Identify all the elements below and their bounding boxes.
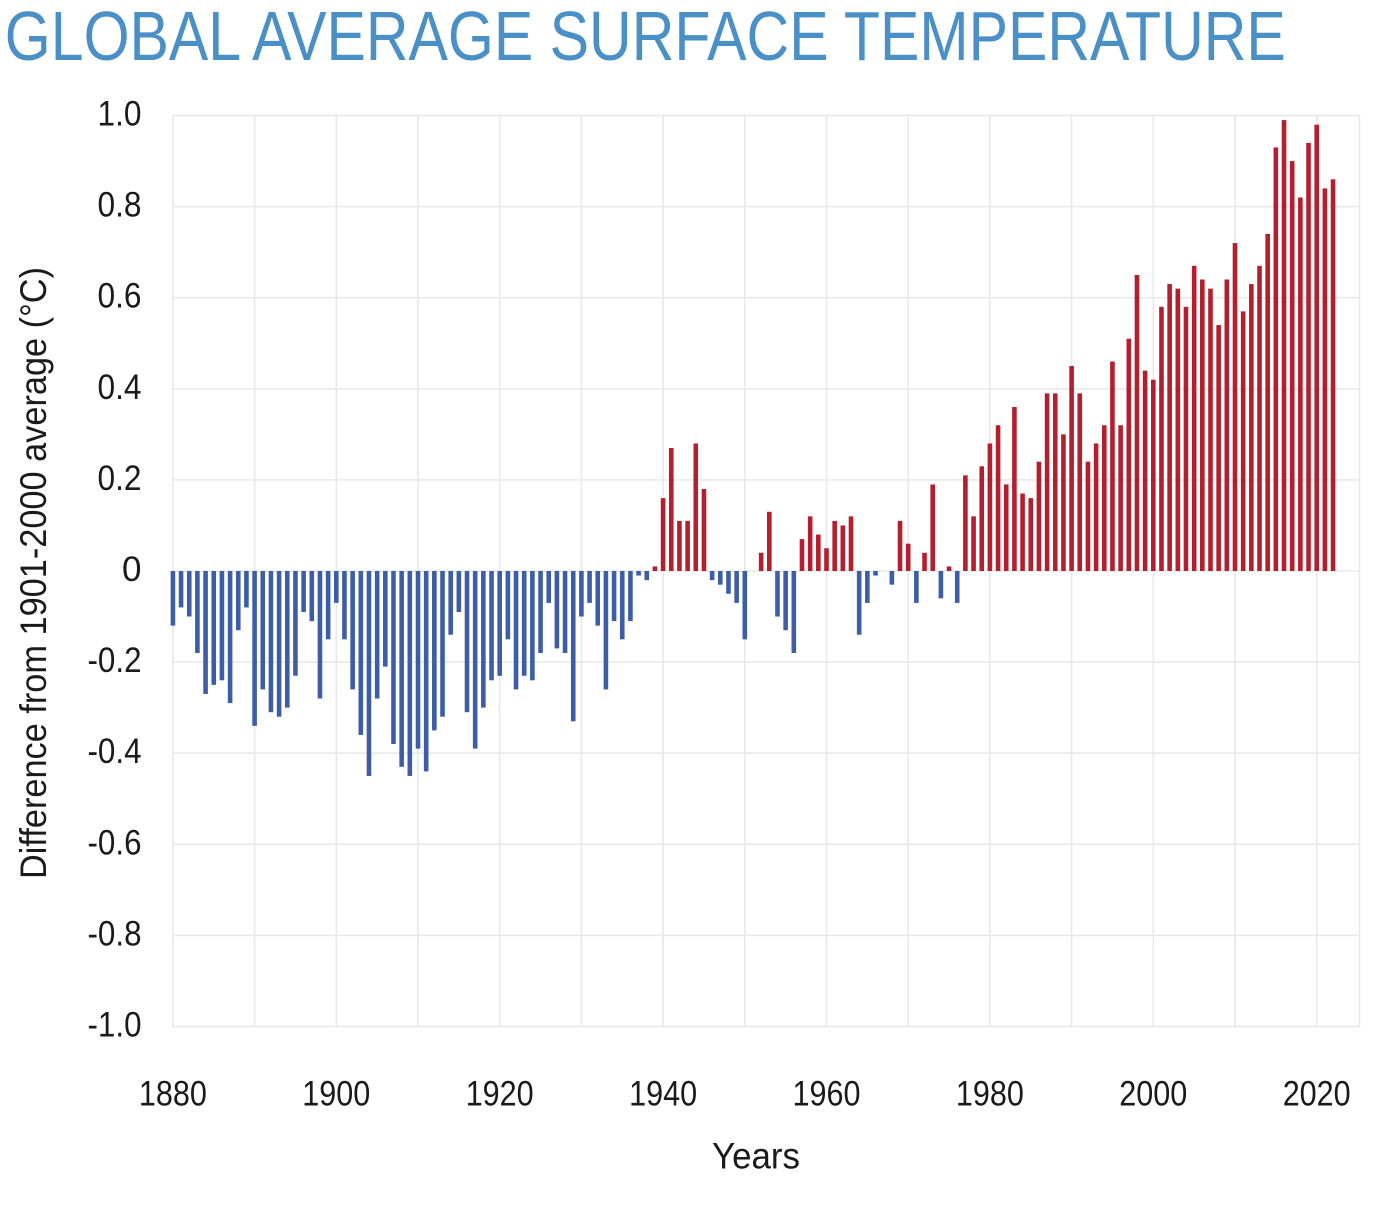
- svg-text:-0.8: -0.8: [88, 914, 142, 953]
- svg-text:0.4: 0.4: [98, 368, 142, 407]
- svg-text:2020: 2020: [1283, 1075, 1351, 1114]
- svg-text:1980: 1980: [956, 1075, 1024, 1114]
- svg-text:-0.4: -0.4: [88, 732, 142, 771]
- svg-text:1900: 1900: [302, 1075, 370, 1114]
- svg-text:2000: 2000: [1119, 1075, 1187, 1114]
- svg-text:1.0: 1.0: [98, 95, 142, 134]
- svg-text:-0.2: -0.2: [88, 641, 142, 680]
- svg-text:0: 0: [122, 550, 141, 589]
- svg-text:-0.6: -0.6: [88, 823, 142, 862]
- svg-text:0.6: 0.6: [98, 277, 142, 316]
- svg-text:0.2: 0.2: [98, 459, 142, 498]
- svg-text:GLOBAL AVERAGE SURFACE TEMPERA: GLOBAL AVERAGE SURFACE TEMPERATURE: [5, 0, 1286, 75]
- svg-text:1960: 1960: [793, 1075, 861, 1114]
- svg-text:1940: 1940: [629, 1075, 697, 1114]
- svg-text:0.8: 0.8: [98, 186, 142, 225]
- svg-text:-1.0: -1.0: [88, 1006, 142, 1045]
- svg-text:1920: 1920: [466, 1075, 534, 1114]
- svg-text:Years: Years: [712, 1134, 800, 1176]
- svg-text:Difference from 1901-2000 aver: Difference from 1901-2000 average (°C): [12, 267, 54, 879]
- svg-text:1880: 1880: [139, 1075, 207, 1114]
